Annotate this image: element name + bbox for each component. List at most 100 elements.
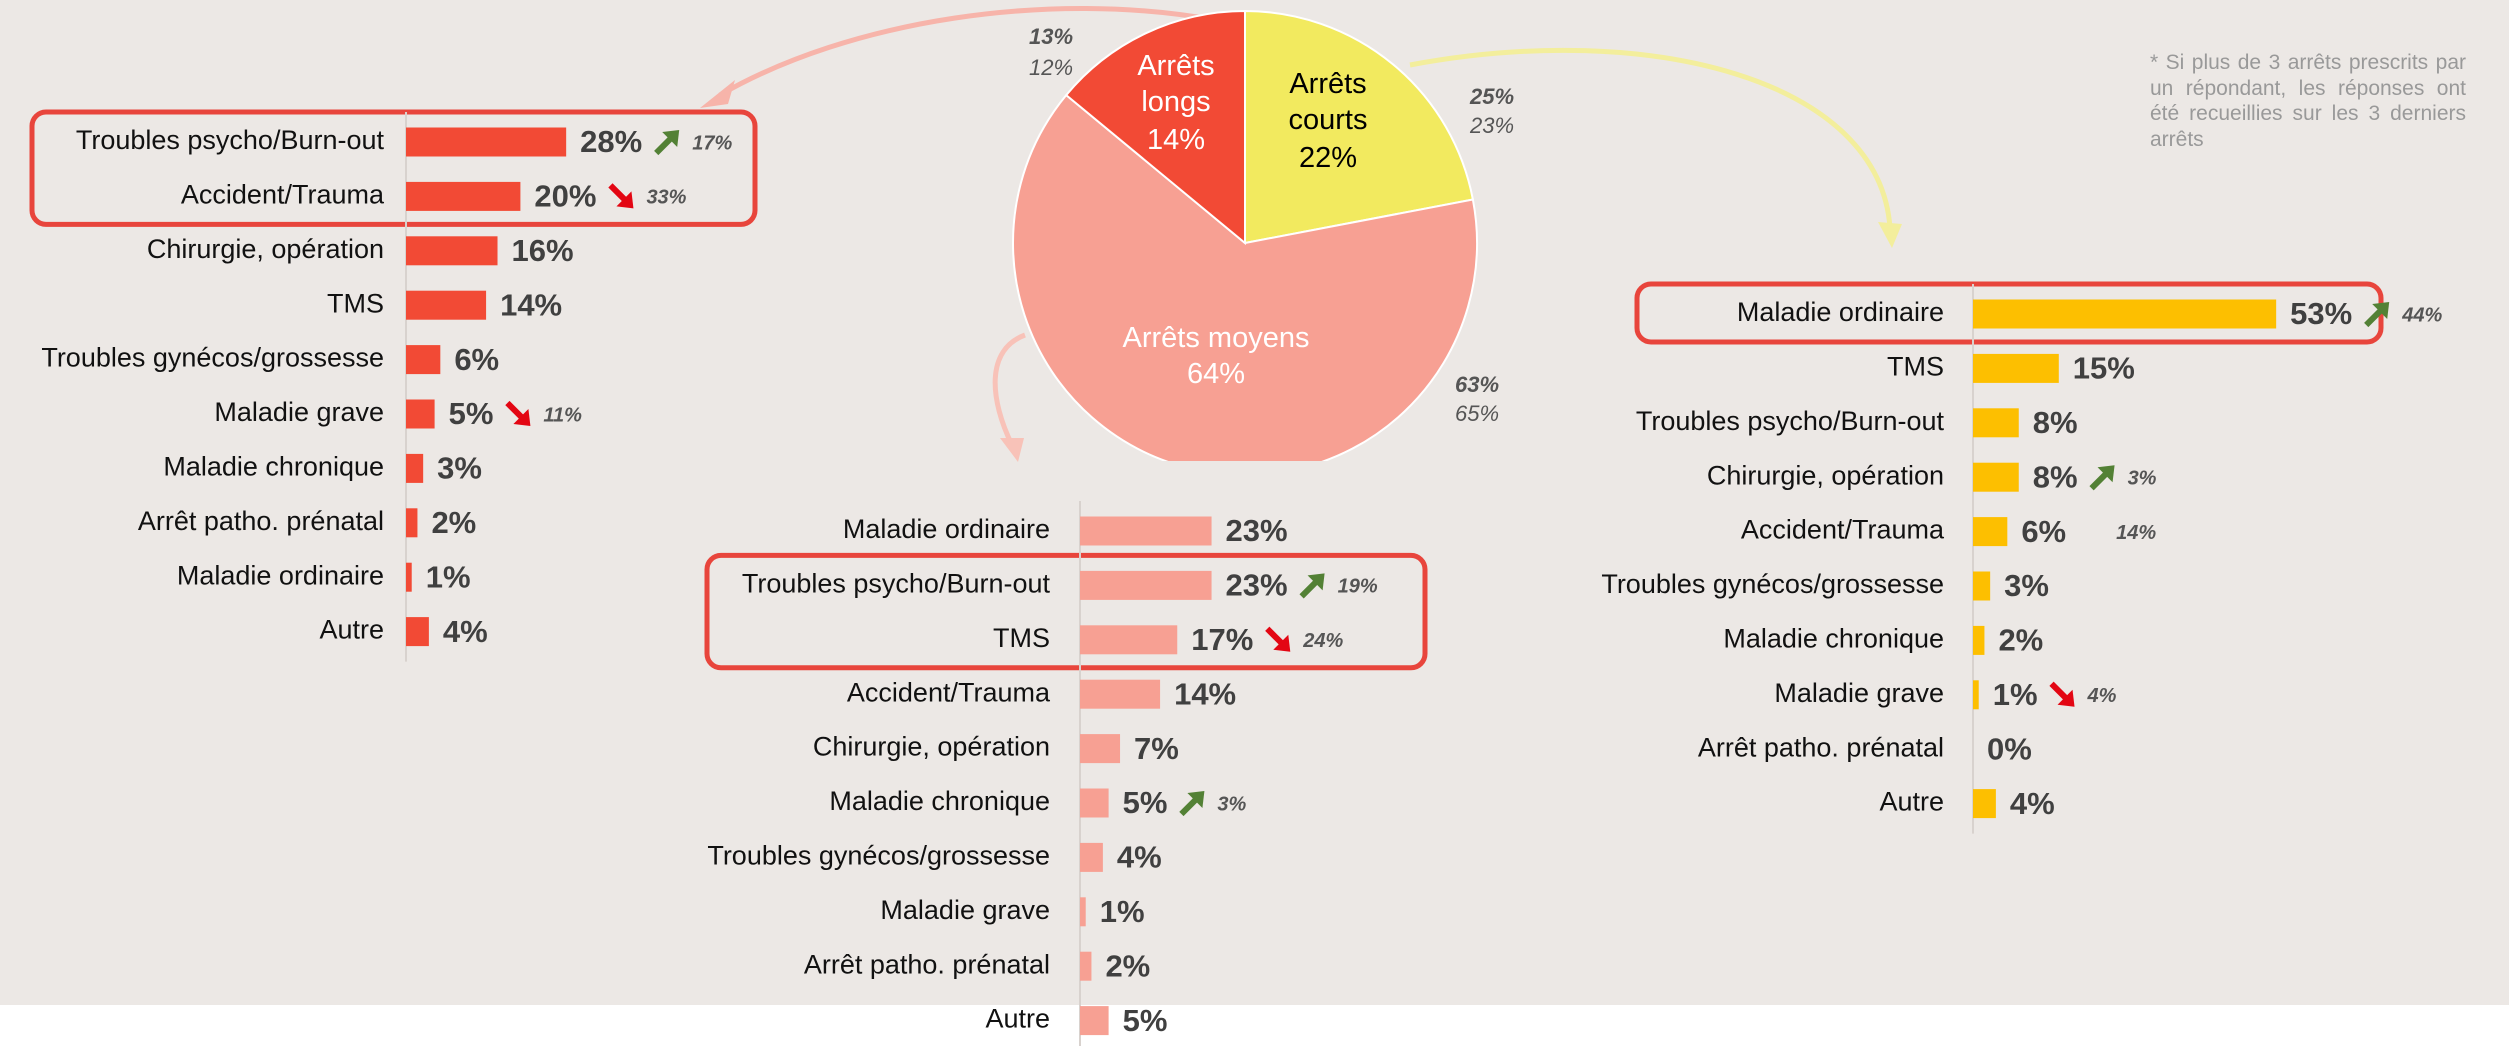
bar (406, 290, 487, 320)
bar (1973, 680, 1979, 710)
slice-label: Arrêts courts (1288, 68, 1368, 137)
value-label: 1% (1100, 894, 1145, 929)
category-label: Maladie grave (214, 397, 384, 427)
category-label: Chirurgie, opération (813, 732, 1050, 762)
category-label: Troubles psycho/Burn-out (1636, 406, 1945, 436)
value-label: 5% (1123, 1003, 1168, 1038)
arrow-shaft (2089, 471, 2109, 491)
category-label: Troubles gynécos/grossesse (707, 841, 1050, 871)
trend-label: 11% (543, 404, 582, 426)
bar (1080, 897, 1086, 927)
slice-value: 22% (1298, 142, 1358, 174)
category-label: Accident/Trauma (847, 677, 1051, 707)
category-label: Autre (985, 1004, 1050, 1034)
arrow-head (2097, 465, 2115, 483)
value-label: 1% (426, 559, 471, 594)
bar (1973, 353, 2059, 383)
category-label: TMS (993, 623, 1050, 653)
slice-value: 64% (1186, 358, 1246, 390)
comparison-label: 25% (1469, 84, 1514, 109)
trend-label: 3% (1217, 793, 1246, 815)
category-label: Troubles psycho/Burn-out (742, 569, 1051, 599)
pie-slice (1244, 9, 1475, 245)
arrow-head (2372, 302, 2390, 319)
arrow-shaft (1265, 626, 1285, 646)
value-label: 20% (534, 179, 596, 214)
value-label: 6% (2021, 514, 2066, 549)
value-label: 16% (512, 233, 574, 268)
value-label: 28% (580, 124, 642, 159)
category-label: Troubles gynécos/grossesse (1601, 569, 1944, 599)
arrow-head (1878, 222, 1902, 248)
category-label: TMS (1887, 352, 1944, 382)
bar (406, 236, 498, 266)
bar (1973, 571, 1991, 601)
arrow-mid (992, 332, 1026, 447)
category-label: Maladie chronique (1723, 624, 1944, 654)
bar (406, 399, 435, 429)
value-label: 6% (454, 342, 499, 377)
trend-arrow (654, 130, 680, 156)
value-label: 15% (2073, 351, 2135, 386)
trend-label: 33% (646, 187, 686, 209)
bar (406, 562, 412, 592)
slice-value: 14% (1146, 124, 1206, 156)
arrow-head (1000, 438, 1024, 462)
value-label: 3% (437, 451, 482, 486)
value-label: 4% (1117, 840, 1162, 875)
bar (406, 453, 424, 483)
arrow-head (1273, 634, 1291, 652)
value-label: 3% (2004, 568, 2049, 603)
arrow-head (2057, 689, 2075, 707)
bar (1973, 408, 2019, 438)
arrow-head (1307, 573, 1325, 591)
arrow-shaft (505, 400, 525, 421)
slice-label: Arrêts moyens (1122, 322, 1310, 354)
category-label: Maladie chronique (829, 786, 1050, 816)
value-label: 7% (1134, 731, 1179, 766)
category-label: Maladie ordinaire (1737, 297, 1944, 327)
trend-label: 24% (1302, 630, 1343, 652)
trend-label: 4% (2087, 685, 2117, 707)
value-label: 5% (1123, 785, 1168, 820)
arrow-short (1409, 47, 1893, 229)
category-label: Maladie chronique (163, 452, 384, 482)
trend-label: 44% (2401, 304, 2442, 326)
category-label: Maladie grave (1774, 678, 1944, 708)
comparison-label: 13% (1029, 24, 1073, 49)
trend-label: 14% (2116, 522, 2156, 544)
category-label: Troubles psycho/Burn-out (76, 125, 385, 155)
bar (1080, 516, 1212, 546)
comparison-label: 63% (1455, 372, 1499, 397)
value-label: 4% (2010, 786, 2055, 821)
trend-label: 19% (1338, 576, 1378, 598)
trend-arrow (505, 400, 531, 426)
bar (1973, 789, 1996, 819)
value-label: 17% (1191, 622, 1253, 657)
value-label: 53% (2290, 296, 2352, 331)
bar (1080, 625, 1178, 655)
value-label: 2% (431, 505, 476, 540)
value-label: 8% (2033, 459, 2078, 494)
category-label: Autre (1879, 787, 1944, 817)
trend-arrow (1265, 626, 1291, 652)
value-label: 5% (449, 396, 494, 431)
trend-label: 17% (692, 132, 732, 154)
category-label: Troubles gynécos/grossesse (41, 343, 384, 373)
arrow-shaft (2049, 681, 2069, 701)
slice-label: Arrêts longs (1137, 50, 1215, 119)
value-label: 14% (1174, 676, 1236, 711)
arrow-shaft (654, 135, 674, 156)
bar (1080, 842, 1103, 872)
arrow-long (718, 6, 1216, 98)
arrow-head (513, 409, 531, 426)
trend-arrow (1179, 791, 1205, 817)
bar (1973, 625, 1985, 655)
arrow-head (662, 130, 680, 147)
value-label: 4% (443, 614, 488, 649)
category-label: Arrêt patho. prénatal (138, 506, 384, 536)
comparison-label: 23% (1469, 113, 1514, 138)
bar (1080, 788, 1109, 818)
category-label: Arrêt patho. prénatal (1698, 732, 1944, 762)
comparison-label: 65% (1455, 401, 1499, 426)
